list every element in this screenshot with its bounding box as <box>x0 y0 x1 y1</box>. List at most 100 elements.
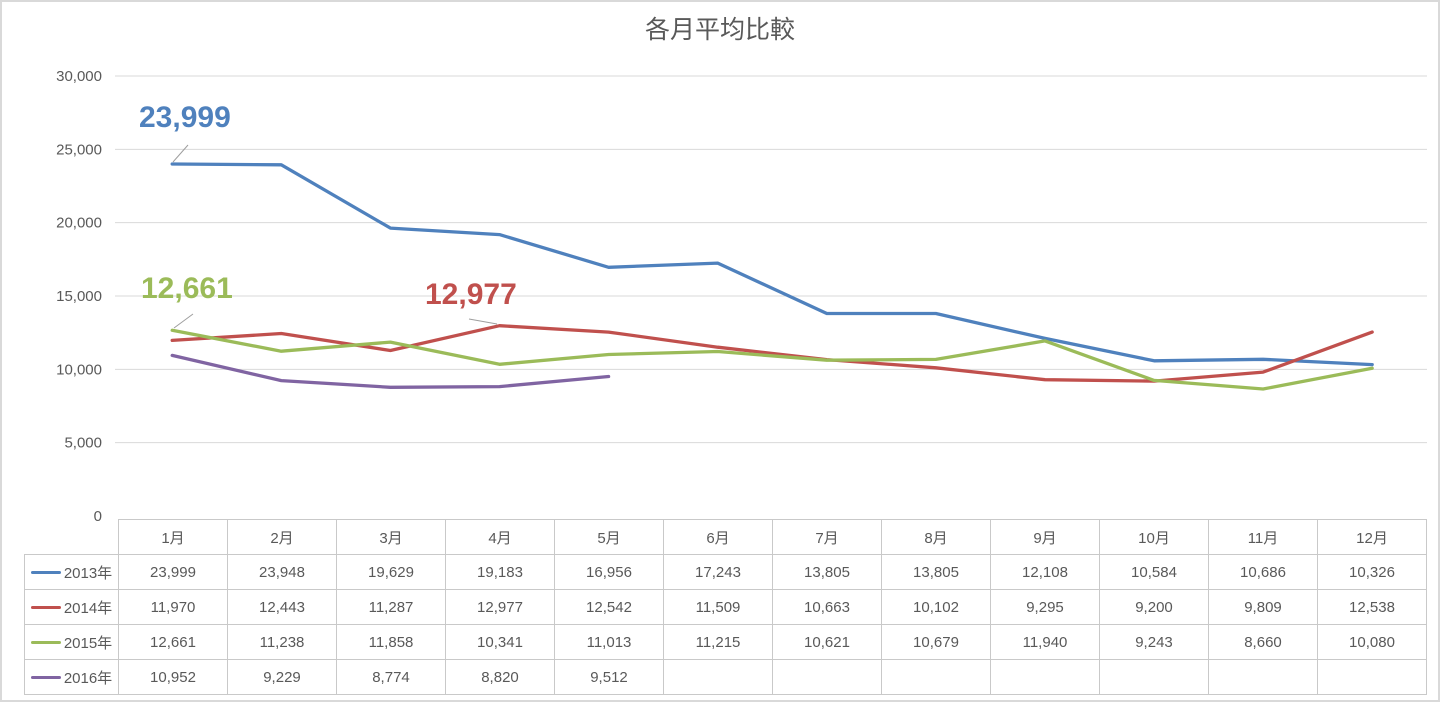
series-line-2013年 <box>170 162 1374 367</box>
value-cell: 23,999 <box>118 554 228 590</box>
legend-cell-inner: 2016年 <box>26 667 118 688</box>
y-axis-tick-label: 20,000 <box>56 215 102 232</box>
value-cell: 11,509 <box>663 589 773 625</box>
value-cell: 11,287 <box>336 589 446 625</box>
value-cell: 10,584 <box>1099 554 1209 590</box>
annotation-leader-line <box>172 144 189 163</box>
value-cell: 16,956 <box>554 554 664 590</box>
series-name-label: 2016年 <box>63 669 113 687</box>
month-header-cell: 5月 <box>554 519 664 555</box>
table-row: 2015年 12,661 11,238 11,858 10,341 11,013 11,21… <box>24 624 1427 660</box>
value-cell: 11,238 <box>227 624 337 660</box>
y-axis-tick-label: 5,000 <box>64 435 102 452</box>
month-header-cell: 12月 <box>1317 519 1427 555</box>
value-cell: 8,774 <box>336 659 446 695</box>
value-cell: 12,661 <box>118 624 228 660</box>
month-header-cell: 1月 <box>118 519 228 555</box>
legend-cell-inner: 2014年 <box>26 597 118 618</box>
value-cell: 23,948 <box>227 554 337 590</box>
legend-line-swatch <box>30 570 61 574</box>
table-row: 2016年 10,952 9,229 8,774 8,820 9,512 <box>24 659 1427 695</box>
table-corner-cell <box>24 519 119 555</box>
series-legend-cell: 2015年 <box>24 624 119 660</box>
value-cell: 11,013 <box>554 624 664 660</box>
month-header-cell: 2月 <box>227 519 337 555</box>
month-header-cell: 6月 <box>663 519 773 555</box>
value-cell: 10,663 <box>772 589 882 625</box>
month-header-cell: 4月 <box>445 519 555 555</box>
month-header-cell: 11月 <box>1208 519 1318 555</box>
value-cell: 10,080 <box>1317 624 1427 660</box>
value-cell: 10,326 <box>1317 554 1427 590</box>
legend-cell-inner: 2013年 <box>26 562 118 583</box>
value-cell: 19,183 <box>445 554 555 590</box>
month-header-cell: 8月 <box>881 519 991 555</box>
value-cell <box>881 659 991 695</box>
value-cell: 11,215 <box>663 624 773 660</box>
y-axis-tick-label: 10,000 <box>56 361 102 378</box>
value-cell: 12,538 <box>1317 589 1427 625</box>
table-row: 2014年 11,970 12,443 11,287 12,977 12,542 11,50… <box>24 589 1427 625</box>
value-cell: 11,858 <box>336 624 446 660</box>
month-header-cell: 9月 <box>990 519 1100 555</box>
value-cell: 10,686 <box>1208 554 1318 590</box>
series-name-label: 2013年 <box>63 564 113 582</box>
value-cell <box>990 659 1100 695</box>
value-cell <box>1099 659 1209 695</box>
chart-data-table: 1月 2月 3月 4月 5月 6月 7月 8月 9月 10月 11月 12月 2013年 23,999 2… <box>24 519 1427 695</box>
value-cell: 10,679 <box>881 624 991 660</box>
legend-line-swatch <box>30 675 61 679</box>
annotation-leader-line <box>173 313 194 329</box>
month-header-cell: 3月 <box>336 519 446 555</box>
series-legend-cell: 2013年 <box>24 554 119 590</box>
legend-cell-inner: 2015年 <box>26 632 118 653</box>
legend-line-swatch <box>30 605 61 609</box>
y-axis-tick-label: 30,000 <box>56 68 102 85</box>
table-row: 2013年 23,999 23,948 19,629 19,183 16,956 17,24… <box>24 554 1427 590</box>
series-name-label: 2014年 <box>63 599 113 617</box>
value-cell: 11,970 <box>118 589 228 625</box>
table-head: 1月 2月 3月 4月 5月 6月 7月 8月 9月 10月 11月 12月 <box>24 519 1427 555</box>
series-line-2015年 <box>170 328 1374 391</box>
data-label: 12,977 <box>425 278 517 311</box>
value-cell: 19,629 <box>336 554 446 590</box>
value-cell: 10,621 <box>772 624 882 660</box>
value-cell: 10,341 <box>445 624 555 660</box>
value-cell: 10,102 <box>881 589 991 625</box>
value-cell <box>1317 659 1427 695</box>
value-cell: 9,512 <box>554 659 664 695</box>
value-cell <box>772 659 882 695</box>
series-name-label: 2015年 <box>63 634 113 652</box>
table-header-row: 1月 2月 3月 4月 5月 6月 7月 8月 9月 10月 11月 12月 <box>24 519 1427 555</box>
value-cell: 10,952 <box>118 659 228 695</box>
value-cell: 8,820 <box>445 659 555 695</box>
value-cell: 17,243 <box>663 554 773 590</box>
value-cell: 13,805 <box>772 554 882 590</box>
series-legend-cell: 2016年 <box>24 659 119 695</box>
data-label: 12,661 <box>141 272 233 305</box>
value-cell <box>663 659 773 695</box>
value-cell: 9,809 <box>1208 589 1318 625</box>
value-cell: 12,542 <box>554 589 664 625</box>
series-line-2016年 <box>170 353 611 389</box>
data-label: 23,999 <box>139 101 231 134</box>
value-cell: 9,229 <box>227 659 337 695</box>
annotation-leader-line <box>468 318 498 325</box>
month-header-cell: 10月 <box>1099 519 1209 555</box>
chart-title: 各月平均比較 <box>644 16 795 44</box>
value-cell: 9,243 <box>1099 624 1209 660</box>
value-cell: 12,108 <box>990 554 1100 590</box>
series-legend-cell: 2014年 <box>24 589 119 625</box>
series-line-2014年 <box>170 324 1374 383</box>
y-axis-tick-label: 15,000 <box>56 288 102 305</box>
value-cell <box>1208 659 1318 695</box>
legend-line-swatch <box>30 640 61 644</box>
value-cell: 8,660 <box>1208 624 1318 660</box>
value-cell: 13,805 <box>881 554 991 590</box>
value-cell: 11,940 <box>990 624 1100 660</box>
value-cell: 12,977 <box>445 589 555 625</box>
value-cell: 9,295 <box>990 589 1100 625</box>
value-cell: 12,443 <box>227 589 337 625</box>
